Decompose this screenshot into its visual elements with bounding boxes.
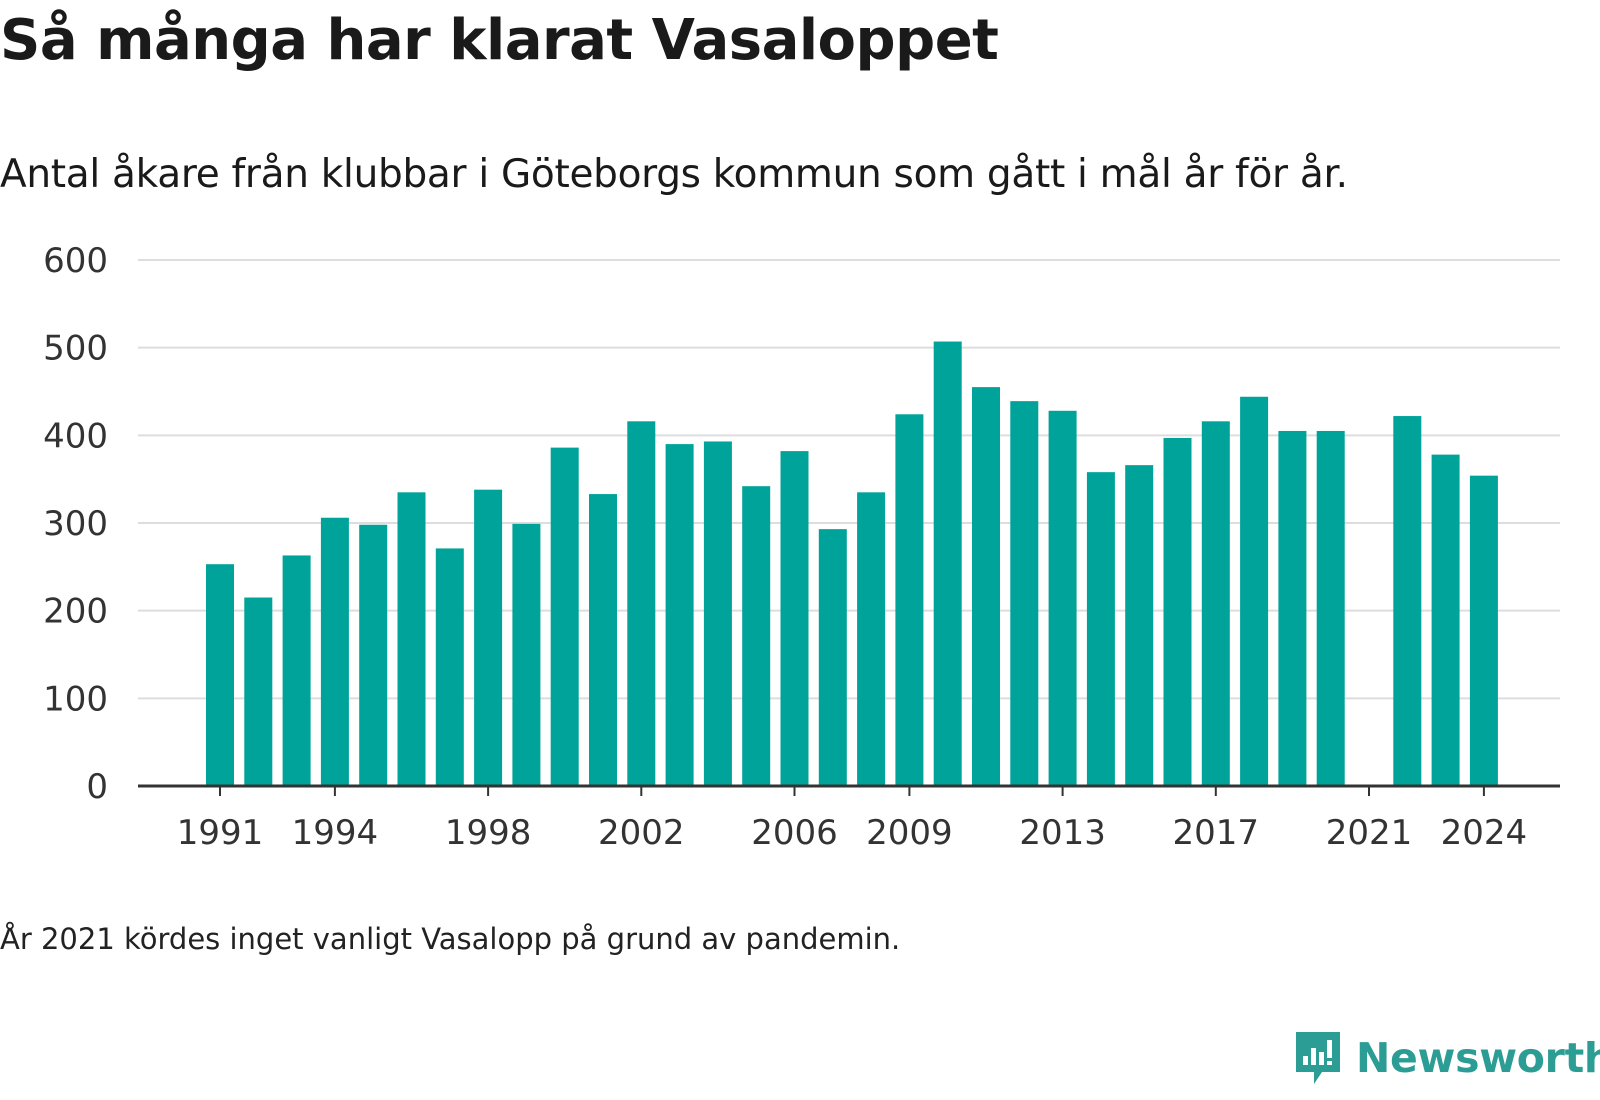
bar-2011 (972, 387, 1000, 786)
x-tick-label: 2009 (866, 813, 953, 850)
bar-2004 (703, 441, 732, 786)
x-tick-label: 2024 (1441, 813, 1528, 850)
bar-1991 (206, 564, 234, 786)
y-tick-label: 600 (43, 241, 108, 281)
bar-2005 (742, 486, 771, 786)
brand-logo: Newsworthy (1292, 1022, 1600, 1094)
bar-2002 (627, 421, 656, 786)
chart-subtitle: Antal åkare från klubbar i Göteborgs kom… (0, 152, 1348, 197)
bar-2008 (857, 492, 886, 786)
x-tick-label: 2006 (751, 813, 838, 850)
bar-2010 (933, 341, 962, 786)
x-tick-label: 2017 (1173, 813, 1260, 850)
bar-2000 (550, 447, 579, 786)
x-axis: 1991 1994 1998 2002 2006 2009 2013 2017 2021 2024 (138, 784, 1560, 850)
x-tick-label: 1994 (292, 813, 379, 850)
brand-name: Newsworthy (1356, 1034, 1600, 1082)
y-tick-label: 100 (43, 679, 108, 719)
bar-2020 (1316, 430, 1345, 786)
bar-1995 (359, 524, 388, 786)
y-tick-label: 200 (43, 592, 108, 632)
bar-2017 (1201, 421, 1230, 786)
bar-2016 (1163, 437, 1192, 786)
y-axis-labels: 0 100 200 300 400 500 600 (43, 241, 108, 807)
bar-2007 (818, 529, 847, 786)
bar-2013 (1048, 410, 1077, 786)
chart-title: Så många har klarat Vasaloppet (0, 8, 999, 73)
bar-1993 (282, 555, 311, 786)
bar-2024 (1469, 475, 1498, 786)
x-tick-label: 2002 (598, 813, 685, 850)
bar-1992 (244, 597, 273, 786)
x-tick-label: 1991 (177, 813, 264, 850)
bar-2006 (780, 451, 809, 786)
bar-1997 (435, 548, 464, 786)
y-tick-label: 400 (43, 416, 108, 456)
bar-2012 (1010, 401, 1039, 786)
bar-1996 (397, 492, 426, 786)
x-tick-label: 2021 (1326, 813, 1413, 850)
x-tick-label: 1998 (445, 813, 532, 850)
bar-2001 (589, 494, 617, 786)
newsworthy-logo-icon (1296, 1032, 1340, 1084)
bar-2019 (1278, 430, 1307, 786)
bar-1994 (320, 517, 349, 786)
bar-2009 (895, 414, 924, 786)
x-tick-label: 2013 (1019, 813, 1106, 850)
bar-1999 (512, 523, 541, 786)
y-tick-label: 300 (43, 504, 108, 544)
gridlines (138, 259, 1560, 700)
bar-2022 (1393, 416, 1422, 786)
footnote: År 2021 kördes inget vanligt Vasalopp på… (0, 922, 901, 956)
bar-2018 (1240, 396, 1269, 786)
bar-2015 (1125, 465, 1154, 786)
bar-chart: 0 100 200 300 400 500 600 1991 1994 1998 2002 2006… (43, 241, 1560, 850)
bar-2014 (1086, 472, 1115, 786)
y-tick-label: 0 (86, 767, 108, 807)
bar-1998 (474, 489, 503, 786)
bar-2023 (1431, 454, 1460, 786)
y-tick-label: 500 (43, 329, 108, 369)
bar-2003 (665, 444, 694, 786)
bars (206, 341, 1498, 786)
